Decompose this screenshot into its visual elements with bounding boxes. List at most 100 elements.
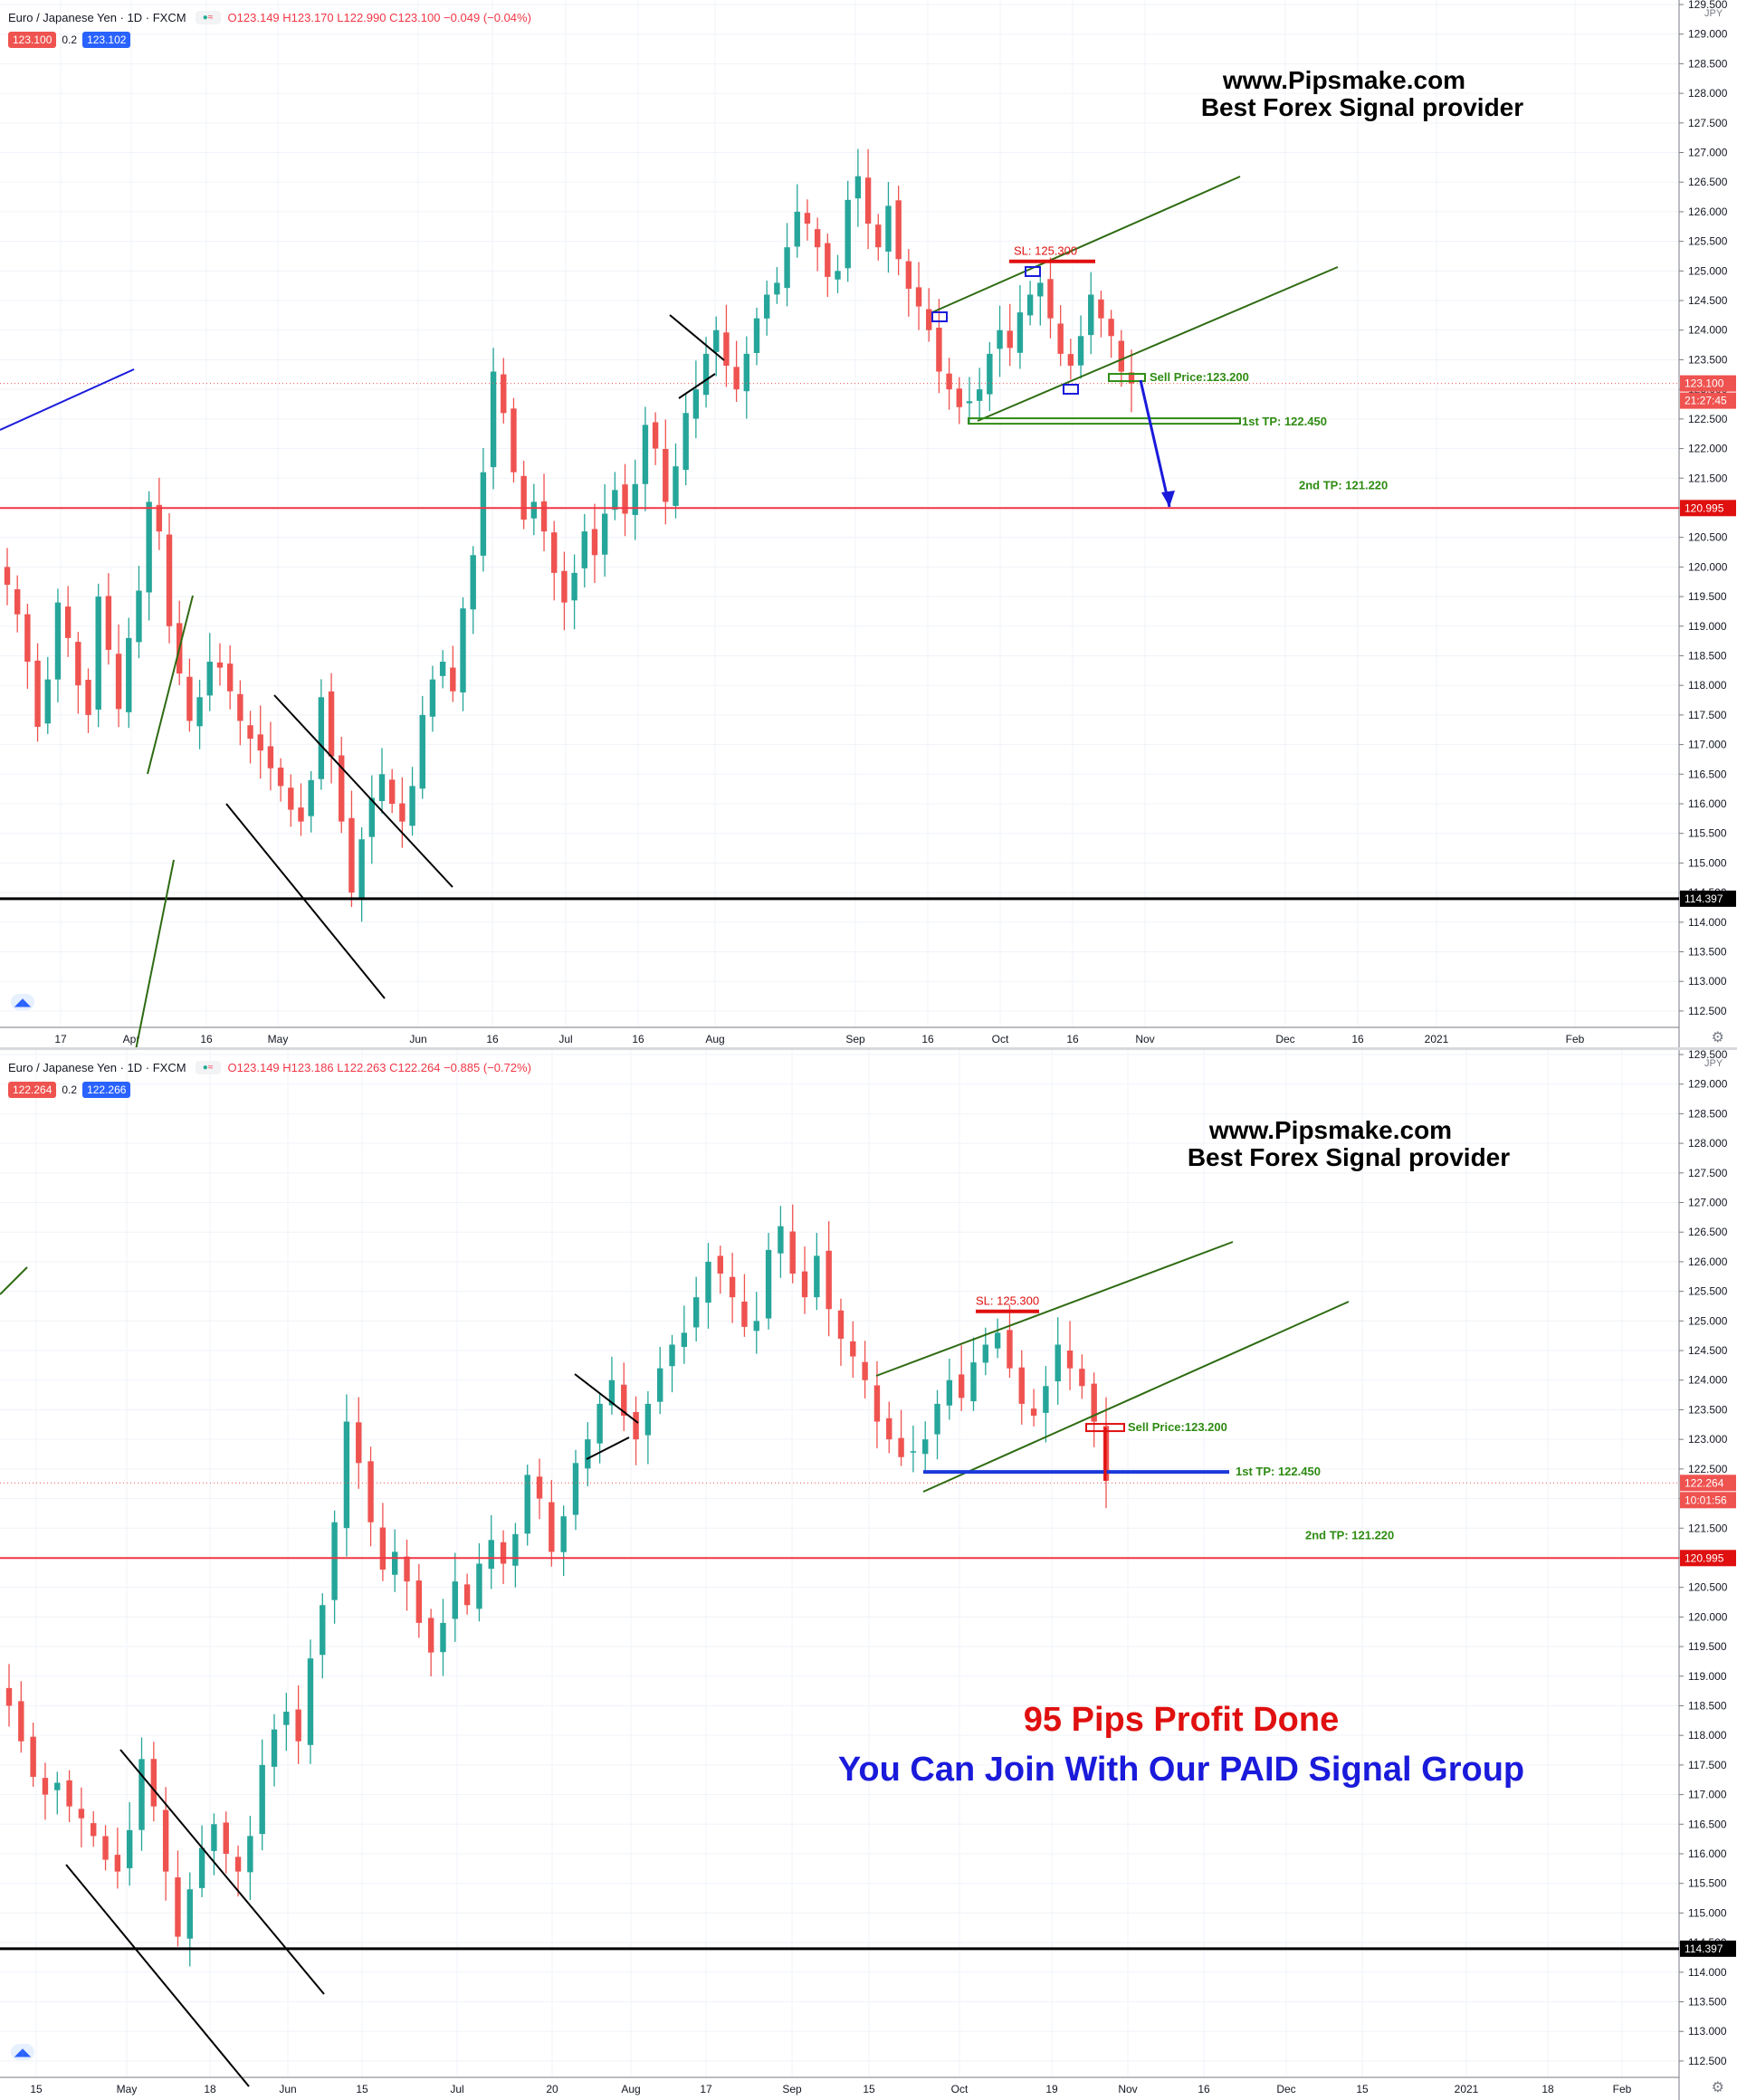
candle-up bbox=[198, 1847, 205, 1888]
y-tick-label: 129.500 bbox=[1688, 1050, 1728, 1061]
y-tick-label: 126.000 bbox=[1688, 1255, 1728, 1268]
y-tick-label: 128.500 bbox=[1688, 57, 1728, 70]
candle-down bbox=[415, 1580, 423, 1623]
x-tick-label: 16 bbox=[921, 1033, 934, 1045]
buy-button[interactable]: 122.266 bbox=[82, 1082, 131, 1098]
support-tag: 114.397 bbox=[1685, 1942, 1723, 1955]
candlestick-chart-bottom[interactable]: 112.500113.000113.500114.000114.500115.0… bbox=[0, 1050, 1737, 2100]
candle-up bbox=[429, 679, 436, 717]
sell-button[interactable]: 122.264 bbox=[8, 1082, 57, 1098]
symbol-title[interactable]: Euro / Japanese Yen · 1D · FXCM bbox=[8, 10, 186, 24]
pane-divider[interactable] bbox=[0, 1047, 1737, 1051]
ohlc-values: O123.149 H123.186 L122.263 C122.264 −0.8… bbox=[227, 1060, 531, 1074]
candle-up bbox=[753, 318, 760, 354]
gear-icon[interactable]: ⚙ bbox=[1711, 1030, 1724, 1045]
symbol-title[interactable]: Euro / Japanese Yen · 1D · FXCM bbox=[8, 1060, 186, 1074]
resistance-tag-bg bbox=[1680, 500, 1736, 517]
y-tick-label: 123.500 bbox=[1688, 353, 1728, 366]
candle-down bbox=[298, 807, 304, 822]
y-tick-label: 116.500 bbox=[1688, 1818, 1727, 1830]
candle-down bbox=[404, 1556, 410, 1582]
x-tick-label: Dec bbox=[1275, 1033, 1294, 1045]
support-tag-bg bbox=[1680, 890, 1736, 907]
y-tick-label: 114.000 bbox=[1688, 1966, 1727, 1979]
candle-up bbox=[378, 774, 386, 801]
tradingview-logo-icon[interactable]: ◢◣ bbox=[11, 994, 34, 1010]
watermark-site: www.Pipsmake.com bbox=[1222, 66, 1465, 94]
x-tick-label: May bbox=[117, 2083, 138, 2095]
candle-up bbox=[966, 401, 973, 404]
countdown-tag: 10:01:56 bbox=[1685, 1494, 1727, 1506]
candle-down bbox=[536, 1476, 543, 1499]
candles bbox=[4, 148, 1135, 922]
candle-down bbox=[946, 373, 952, 390]
visibility-toggle-icon[interactable]: ● ≈ bbox=[195, 10, 221, 24]
y-tick-label: 117.500 bbox=[1688, 709, 1727, 721]
wedge-line bbox=[273, 694, 453, 888]
candle-down bbox=[520, 475, 527, 520]
candle-up bbox=[95, 597, 101, 710]
countdown-tag: 21:27:45 bbox=[1685, 395, 1727, 407]
y-tick-label: 115.500 bbox=[1688, 827, 1727, 840]
wedge-line bbox=[65, 1864, 250, 2087]
candle-up bbox=[854, 176, 862, 199]
candle-up bbox=[910, 1451, 917, 1453]
candle-down bbox=[267, 746, 274, 768]
candle-down bbox=[804, 213, 811, 224]
y-tick-label: 116.500 bbox=[1688, 768, 1727, 780]
y-tick-label: 128.000 bbox=[1688, 87, 1728, 100]
visibility-toggle-icon[interactable]: ● ≈ bbox=[195, 1060, 221, 1074]
candle-down bbox=[926, 309, 932, 330]
candle-up bbox=[835, 271, 841, 280]
candle-up bbox=[470, 555, 476, 610]
candle-down bbox=[463, 1584, 471, 1606]
sell-button[interactable]: 123.100 bbox=[8, 32, 57, 48]
sell-box bbox=[1108, 373, 1146, 383]
x-tick-label: Oct bbox=[992, 1033, 1009, 1045]
marker-box bbox=[1025, 266, 1041, 277]
y-tick-label: 113.000 bbox=[1688, 2025, 1727, 2038]
candle-down bbox=[873, 1385, 881, 1422]
buy-button[interactable]: 123.102 bbox=[82, 32, 131, 48]
candle-up bbox=[713, 329, 720, 352]
candle-up bbox=[632, 483, 638, 515]
x-tick-label: 20 bbox=[546, 2083, 558, 2095]
candle-down bbox=[500, 1542, 507, 1564]
candle-down bbox=[958, 1374, 965, 1398]
x-tick-label: Oct bbox=[951, 2083, 969, 2095]
candle-down bbox=[18, 1701, 24, 1742]
candle-up bbox=[765, 1249, 772, 1319]
x-tick-label: Jun bbox=[409, 1033, 426, 1045]
candle-down bbox=[75, 642, 81, 686]
candle-up bbox=[784, 247, 790, 289]
y-tick-label: 120.000 bbox=[1688, 560, 1728, 573]
candle-down bbox=[551, 532, 558, 573]
candle-down bbox=[1128, 372, 1135, 384]
chart-pane-bottom[interactable]: 112.500113.000113.500114.000114.500115.0… bbox=[0, 1050, 1737, 2100]
y-tick-label: 114.000 bbox=[1688, 916, 1727, 929]
y-tick-label: 129.000 bbox=[1688, 28, 1728, 41]
candle-down bbox=[64, 606, 72, 638]
candle-up bbox=[778, 1226, 784, 1254]
x-tick-label: 2021 bbox=[1455, 2083, 1479, 2095]
y-tick-label: 118.000 bbox=[1688, 1729, 1727, 1742]
x-tick-label: Nov bbox=[1135, 1033, 1154, 1045]
symbol-legend: Euro / Japanese Yen · 1D · FXCM ● ≈ O123.… bbox=[8, 1059, 531, 1075]
channel-line bbox=[977, 266, 1339, 422]
candle-up bbox=[331, 1522, 338, 1600]
gear-icon[interactable]: ⚙ bbox=[1711, 2080, 1724, 2095]
y-tick-label: 127.500 bbox=[1688, 117, 1728, 129]
x-tick-label: 16 bbox=[200, 1033, 213, 1045]
chart-pane-top[interactable]: 112.500113.000113.500114.000114.500115.0… bbox=[0, 0, 1737, 1050]
y-tick-label: 121.500 bbox=[1688, 472, 1728, 484]
candle-down bbox=[591, 529, 598, 556]
tradingview-logo-icon[interactable]: ◢◣ bbox=[11, 2044, 34, 2060]
y-tick-label: 124.000 bbox=[1688, 324, 1728, 337]
x-tick-label: 2021 bbox=[1425, 1033, 1449, 1045]
candle-down bbox=[288, 788, 294, 810]
candle-up bbox=[1055, 1344, 1061, 1382]
candle-down bbox=[1030, 1408, 1037, 1416]
channel-line bbox=[922, 1301, 1350, 1493]
candle-up bbox=[994, 1332, 1001, 1349]
candlestick-chart-top[interactable]: 112.500113.000113.500114.000114.500115.0… bbox=[0, 0, 1737, 1050]
